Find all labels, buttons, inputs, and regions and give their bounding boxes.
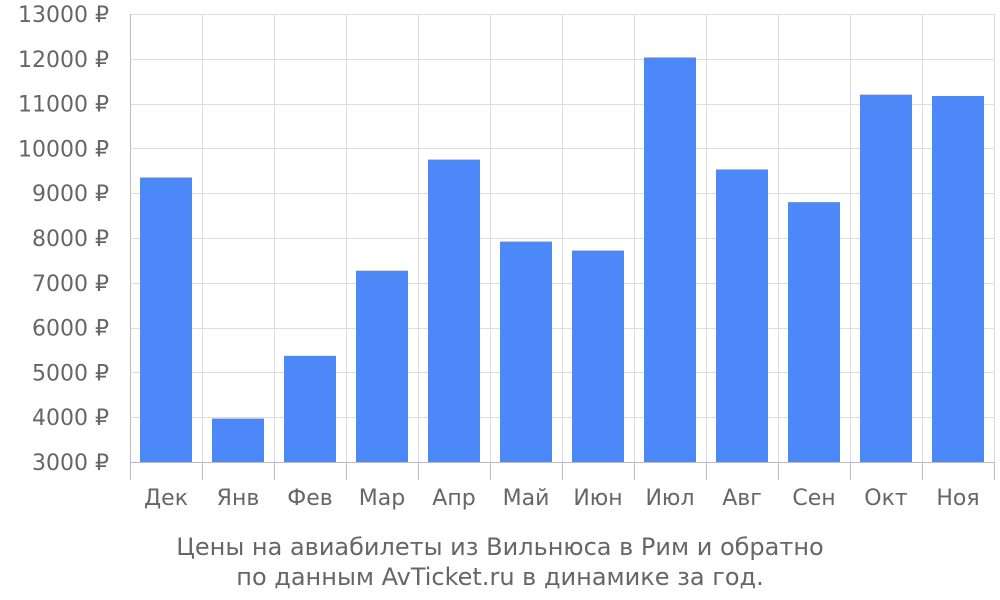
y-tick-label: 12000 ₽ <box>18 48 109 73</box>
y-tick-label: 6000 ₽ <box>32 317 109 342</box>
y-tick-label: 10000 ₽ <box>18 137 109 162</box>
chart-caption-line-2: по данным AvTicket.ru в динамике за год. <box>236 563 764 591</box>
bar-2 <box>212 418 264 462</box>
x-tick-label: Янв <box>217 486 260 511</box>
x-tick-label: Май <box>503 486 550 511</box>
y-tick-label: 8000 ₽ <box>32 227 109 252</box>
x-tick-label: Апр <box>432 486 475 511</box>
y-tick-label: 9000 ₽ <box>32 182 109 207</box>
x-tick-label: Дек <box>144 486 188 511</box>
bar-3 <box>284 355 336 462</box>
bar-8 <box>644 57 696 463</box>
bar-6 <box>500 241 552 462</box>
y-tick-label: 7000 ₽ <box>32 272 109 297</box>
x-tick-label: Июл <box>645 486 694 511</box>
bar-11 <box>860 94 912 462</box>
bar-12 <box>932 95 984 462</box>
bar-4 <box>356 270 408 462</box>
x-tick-label: Мар <box>359 486 405 511</box>
x-tick-label: Ноя <box>936 486 979 511</box>
y-axis-labels: 3000 ₽ 4000 ₽ 5000 ₽ 6000 ₽ 7000 ₽ 8000 ₽ 9000… <box>18 3 109 476</box>
x-tick-label: Июн <box>573 486 622 511</box>
bar-9 <box>716 169 768 462</box>
y-tick-label: 4000 ₽ <box>32 406 109 431</box>
x-tick-label: Сен <box>792 486 835 511</box>
chart-caption-line-1: Цены на авиабилеты из Вильнюса в Рим и о… <box>176 533 824 561</box>
bar-5 <box>428 159 480 462</box>
y-tick-label: 11000 ₽ <box>18 93 109 118</box>
bars <box>140 57 984 463</box>
x-tick-label: Окт <box>864 486 908 511</box>
y-tick-label: 3000 ₽ <box>32 451 109 476</box>
axes <box>130 14 995 480</box>
bar-10 <box>788 202 840 462</box>
x-tick-label: Авг <box>722 486 762 511</box>
bar-1 <box>140 177 192 462</box>
x-tick-label: Фев <box>287 486 332 511</box>
x-axis-labels: Дек Янв Фев Мар Апр Май Июн Июл Авг Сен Окт Ноя <box>144 486 980 511</box>
y-tick-label: 5000 ₽ <box>32 361 109 386</box>
bar-7 <box>572 250 624 462</box>
y-tick-label: 13000 ₽ <box>18 3 109 28</box>
